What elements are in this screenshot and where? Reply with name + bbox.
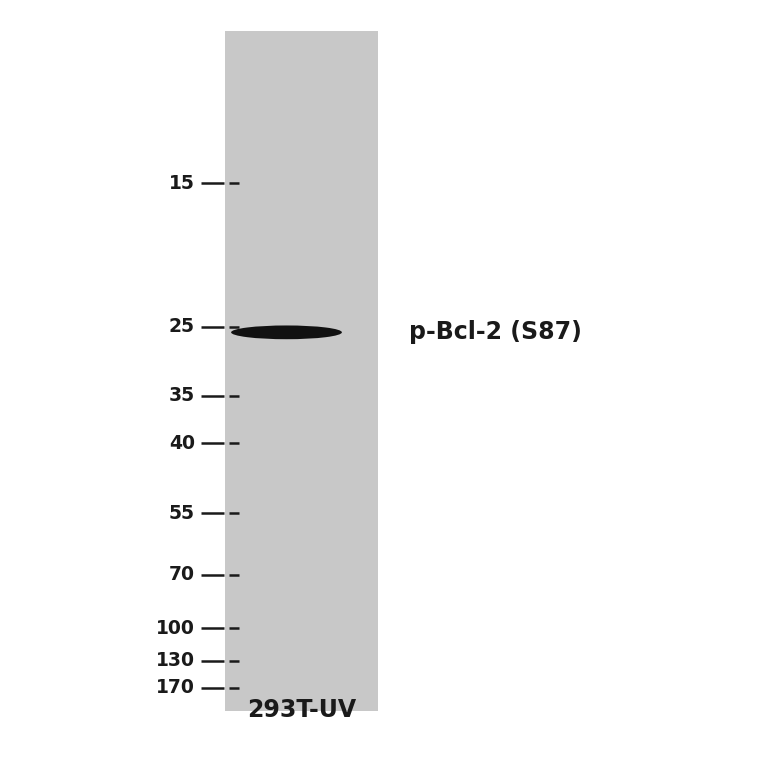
Text: 293T-UV: 293T-UV [248, 698, 356, 722]
Text: 35: 35 [169, 387, 195, 405]
Text: 130: 130 [156, 652, 195, 670]
Text: 40: 40 [169, 434, 195, 452]
Text: 100: 100 [156, 619, 195, 637]
Ellipse shape [231, 325, 342, 339]
Bar [225, 31, 378, 711]
Text: 25: 25 [169, 318, 195, 336]
Text: 15: 15 [169, 174, 195, 193]
Text: p-Bcl-2 (S87): p-Bcl-2 (S87) [409, 320, 581, 345]
Text: 170: 170 [156, 678, 195, 697]
Text: 55: 55 [169, 504, 195, 523]
Text: 70: 70 [169, 565, 195, 584]
